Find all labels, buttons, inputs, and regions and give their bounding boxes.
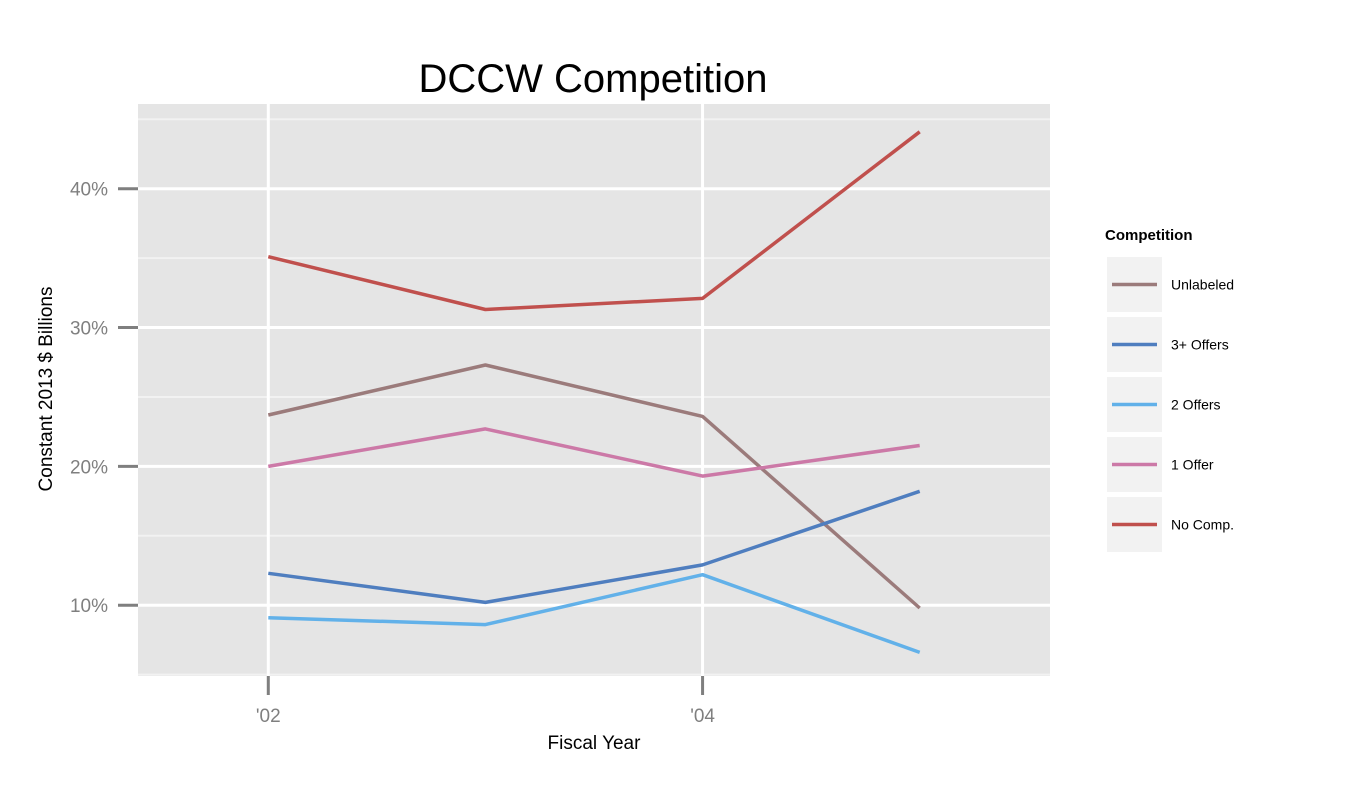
y-tick-label: 20% (70, 457, 108, 478)
legend-label: No Comp. (1171, 517, 1234, 533)
legend: Competition Unlabeled 3+ Offers 2 Offers 1 … (1105, 227, 1234, 552)
legend-title: Competition (1105, 227, 1193, 244)
series-line (268, 572, 921, 655)
y-tick-label: 40% (70, 180, 108, 201)
x-tick-label: '04 (690, 706, 715, 727)
legend-item: 1 Offer (1107, 437, 1214, 492)
legend-label: 3+ Offers (1171, 337, 1229, 353)
series-line (268, 489, 921, 605)
series-lines (267, 130, 921, 655)
legend-item: Unlabeled (1107, 257, 1234, 312)
y-axis-title: Constant 2013 $ Billions (36, 287, 57, 492)
legend-label: 1 Offer (1171, 457, 1214, 473)
legend-items: Unlabeled 3+ Offers 2 Offers 1 Offer No Comp… (1107, 257, 1234, 552)
x-axis: '02 '04 (256, 676, 715, 727)
series-line (268, 427, 920, 478)
x-tick-label: '02 (256, 706, 281, 727)
legend-item: 2 Offers (1107, 377, 1221, 432)
grid-major (138, 104, 1050, 676)
legend-item: No Comp. (1107, 497, 1234, 552)
legend-item: 3+ Offers (1107, 317, 1229, 372)
series-line (267, 130, 921, 312)
grid-minor (138, 118, 1050, 676)
chart-title: DCCW Competition (419, 57, 768, 101)
y-axis: 10% 20% 30% 40% (70, 180, 138, 617)
y-tick-label: 10% (70, 596, 108, 617)
legend-label: 2 Offers (1171, 397, 1221, 413)
x-axis-title: Fiscal Year (548, 733, 642, 754)
series-line (267, 363, 921, 610)
y-tick-label: 30% (70, 319, 108, 340)
legend-label: Unlabeled (1171, 277, 1234, 293)
